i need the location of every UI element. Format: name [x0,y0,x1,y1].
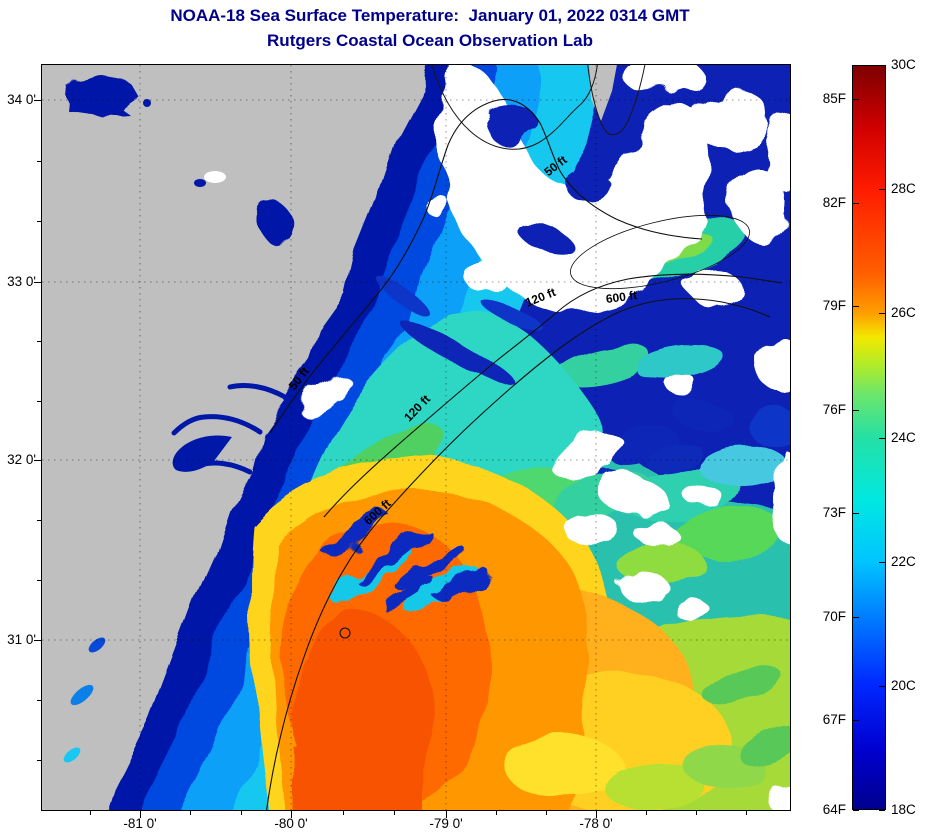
x-tick [646,811,647,815]
x-tick [140,811,141,818]
colorbar-label-f: 67F [822,712,846,728]
x-tick [496,811,497,815]
colorbar-tick-f [853,306,859,308]
y-tick [34,282,41,283]
colorbar-label-f: 82F [822,194,846,210]
colorbar-label-c: 30C [891,57,916,72]
x-tick [291,811,292,818]
y-tick [37,760,41,761]
coastline-overlay [431,65,646,150]
y-tick [37,160,41,162]
y-tick [34,640,41,641]
figure-titles: NOAA-18 Sea Surface Temperature: January… [0,0,860,51]
colorbar-tick-c [879,189,885,191]
contour-label: 600 ft [605,288,638,306]
x-tick [89,811,91,815]
colorbar-tick-f [853,616,859,618]
colorbar-tick-f [853,513,859,515]
x-tick-label: -78 0' [579,816,613,831]
x-tick [746,811,747,815]
y-tick-label: 31 0' [7,632,36,647]
colorbar-label-c: 18C [891,802,916,817]
x-tick [696,811,697,815]
y-tick-label: 33 0' [7,274,36,289]
contour-600ft [266,298,771,810]
y-tick [37,221,41,223]
colorbar-tick-f [853,409,859,411]
colorbar-label-c: 28C [891,181,916,197]
transition-mottling [552,344,790,585]
x-tick [342,811,344,815]
colorbar-label-f: 70F [822,608,846,624]
colorbar-label-f: 79F [822,298,846,314]
colorbar-tick-c [879,685,885,687]
colorbar-tick-c [879,810,885,811]
colorbar-label-f: 85F [822,91,846,107]
x-tick-label: -80 0' [274,816,308,831]
contour-ellipse [570,214,750,290]
x-tick [596,811,597,818]
colorbar-tick-f [853,202,859,204]
figure-title: NOAA-18 Sea Surface Temperature: January… [170,6,690,25]
x-tick [394,811,396,815]
y-tick-label: 32 0' [7,452,36,467]
depth-contours [266,99,783,810]
colorbar-label-f: 64F [822,802,846,817]
colorbar-label-c: 20C [891,677,916,693]
cloud-gaps [484,107,609,251]
inland-water [62,77,293,763]
y-tick-label: 34 0' [7,92,36,107]
y-tick [37,341,41,343]
land [42,65,427,810]
cold-filaments [325,512,489,613]
x-tick [546,811,547,815]
colorbar-tick-c [879,313,885,315]
x-tick [240,811,242,815]
contour-small-circle [339,627,351,639]
colorbar-tick-f [853,720,859,722]
y-tick [34,460,41,461]
colorbar-tick-c [879,65,885,66]
x-tick [190,811,192,815]
y-tick [37,700,41,701]
colorbar-label-f: 76F [822,401,846,417]
colorbar-label-c: 22C [891,553,916,569]
contour-50ft [269,99,703,434]
colorbar-tick-c [879,437,885,439]
colorbar-label-c: 24C [891,429,916,445]
colorbar-label-f: 73F [822,505,846,521]
colorbar-tick-f [853,99,859,101]
figure-subtitle: Rutgers Coastal Ocean Observation Lab [267,31,593,50]
x-tick-label: -81 0' [123,816,157,831]
y-tick [34,100,41,101]
contour-120ft [323,273,783,518]
x-tick-label: -79 0' [429,816,463,831]
colorbar-tick-f [853,810,859,811]
y-tick [37,580,41,581]
colorbar-tick-c [879,561,885,563]
x-tick [446,811,447,818]
y-tick [37,520,41,521]
graticule [42,65,790,810]
y-tick [37,400,41,402]
colorbar-label-c: 26C [891,305,916,321]
map-plot: 50 ft 120 ft 600 ft 50 ft 120 ft 600 ft [42,65,790,810]
